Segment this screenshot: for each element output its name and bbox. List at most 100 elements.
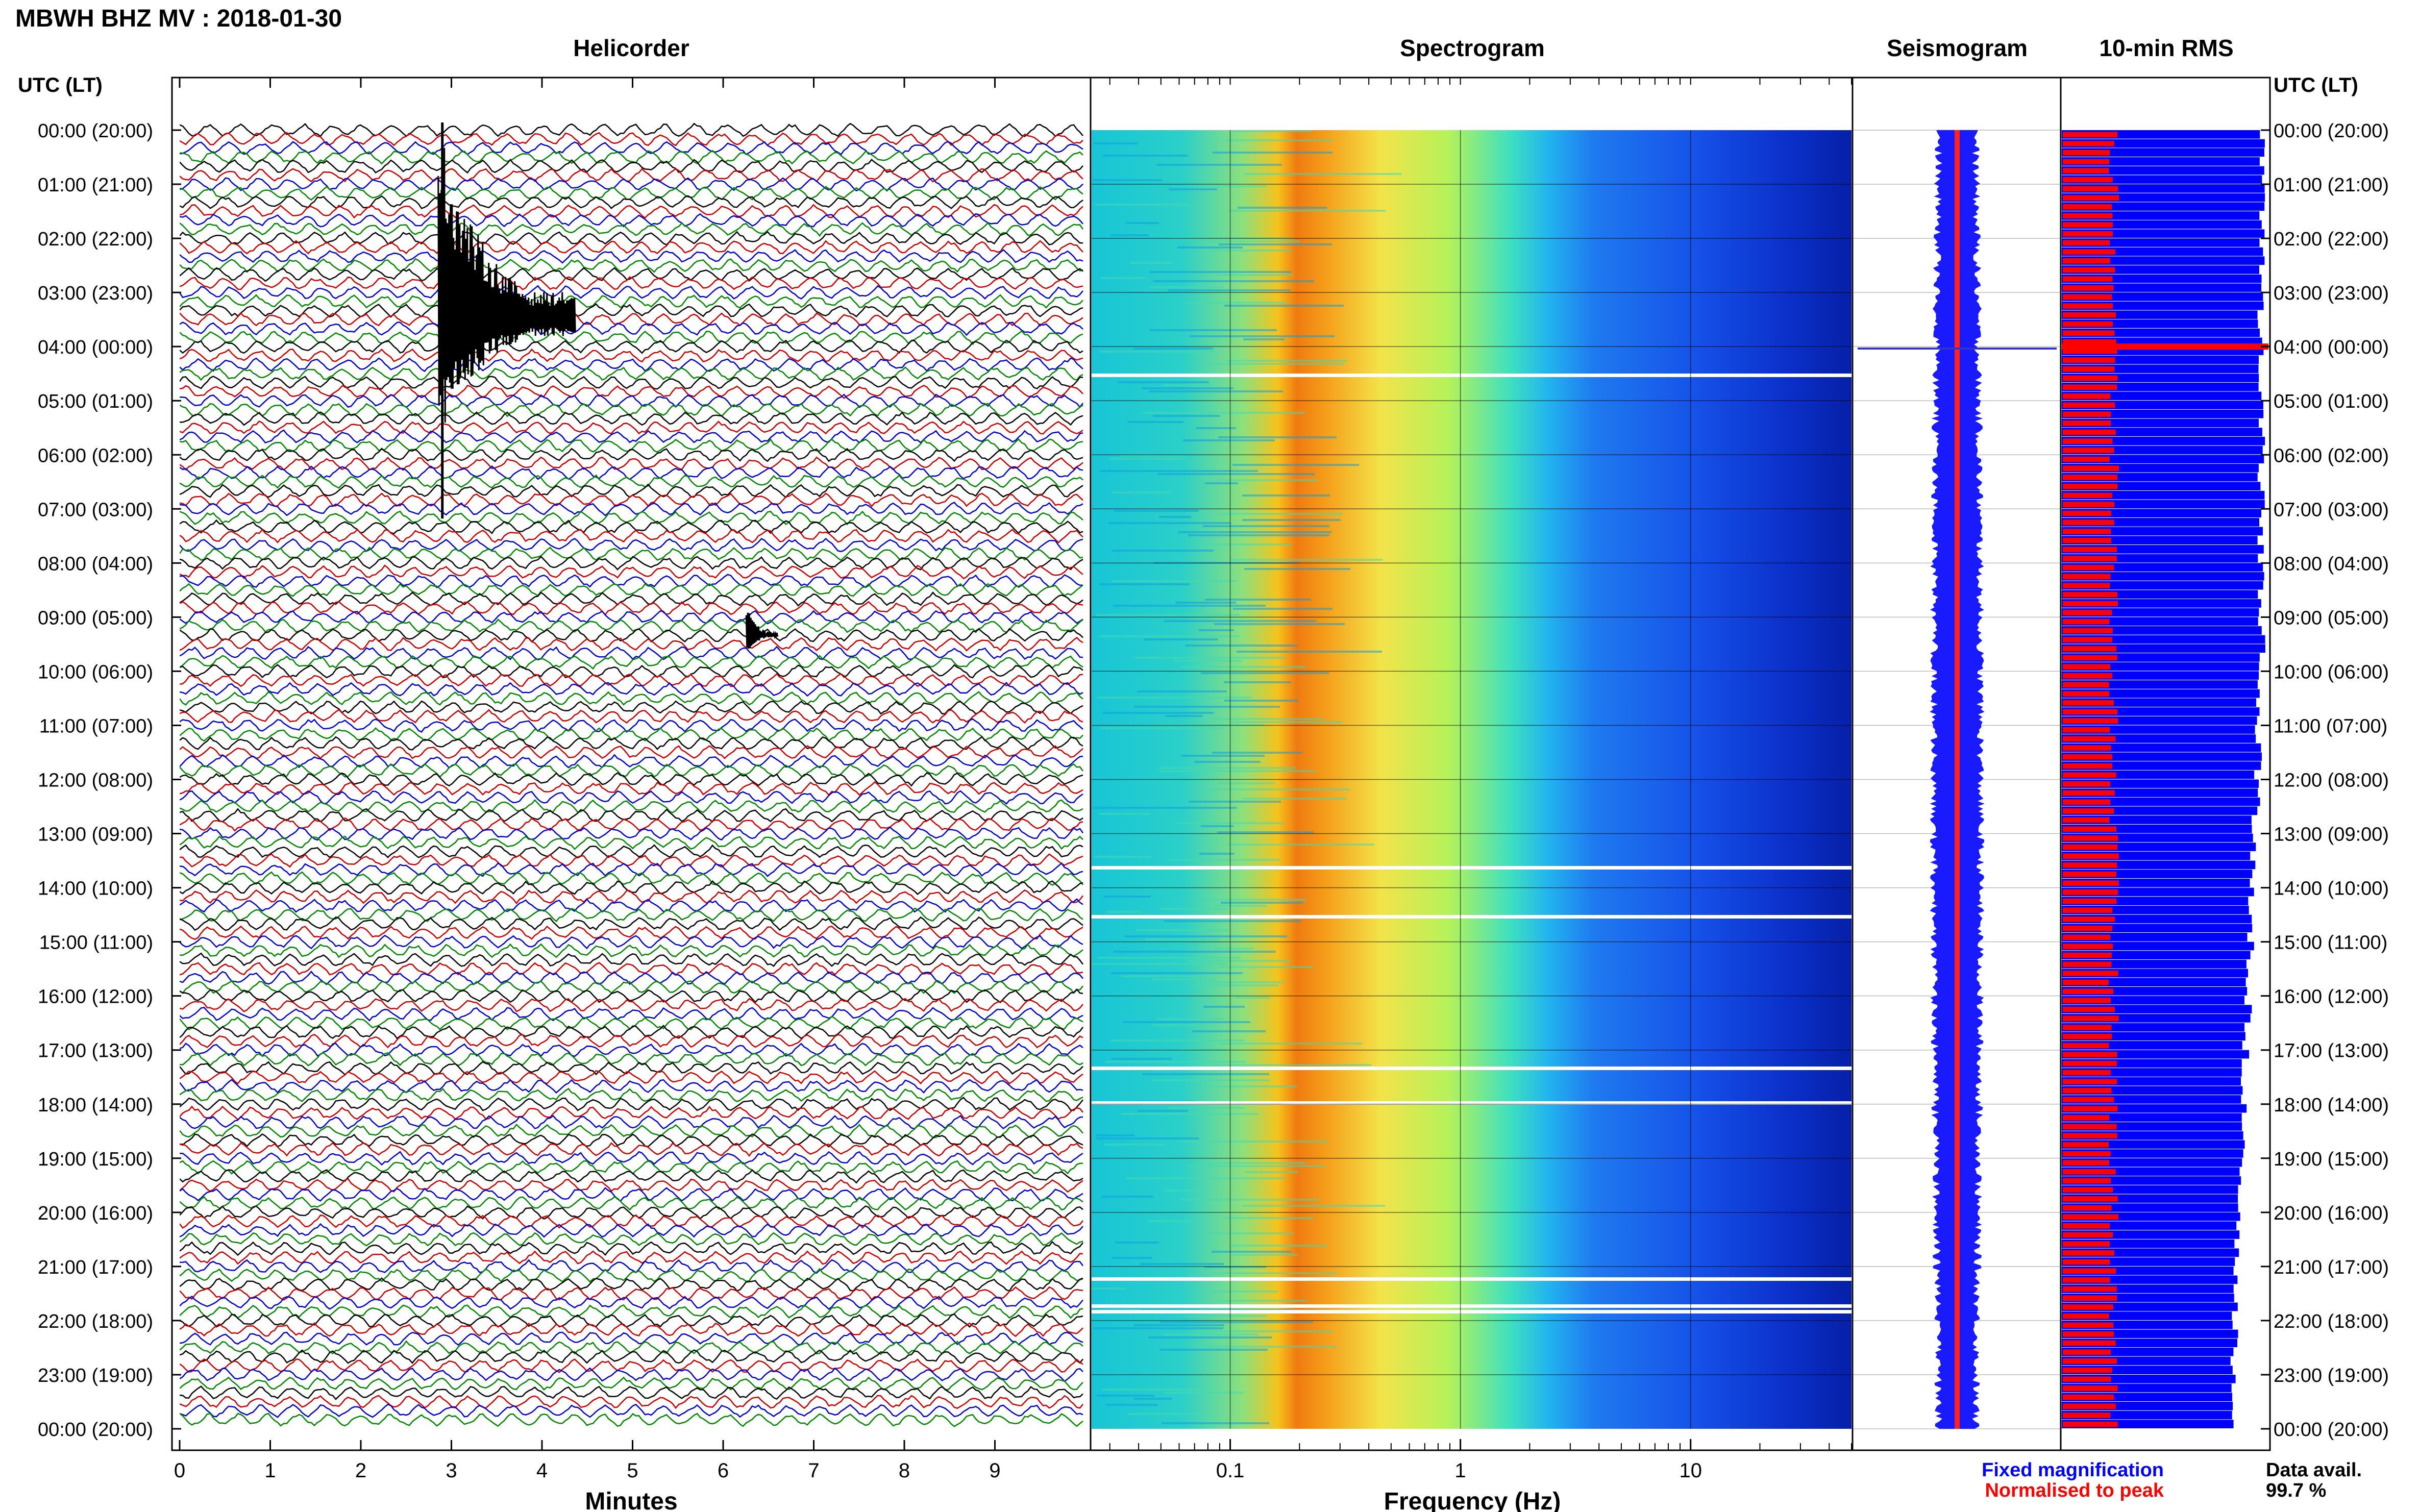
spectrogram-band bbox=[1242, 1205, 1385, 1207]
helicorder-trace bbox=[180, 276, 1083, 290]
time-tick-label: 17:00 (13:00) bbox=[38, 1040, 153, 1062]
time-tick-label: 00:00 (20:00) bbox=[38, 1419, 153, 1441]
helicorder-trace bbox=[180, 1034, 1083, 1049]
rms-bar-normalised bbox=[2063, 348, 2117, 354]
rms-bar-normalised bbox=[2063, 1322, 2114, 1328]
time-tick-label: 22:00 (18:00) bbox=[2274, 1311, 2389, 1332]
rms-bar-normalised bbox=[2063, 826, 2116, 832]
spectrogram-band bbox=[1106, 911, 1142, 913]
rms-bar-normalised bbox=[2063, 817, 2110, 823]
time-tick-label: 10:00 (06:00) bbox=[2274, 661, 2389, 683]
rms-bar-normalised bbox=[2063, 1250, 2114, 1256]
rms-bar-normalised bbox=[2063, 456, 2110, 462]
helicorder-trace bbox=[180, 348, 1083, 363]
spectrogram-band bbox=[1189, 801, 1281, 803]
helicorder-traces bbox=[180, 122, 1084, 1427]
spectrogram-band bbox=[1134, 706, 1280, 708]
spectrogram-band bbox=[1110, 1039, 1244, 1042]
helicorder-trace bbox=[180, 141, 1083, 156]
time-tick-label: 21:00 (17:00) bbox=[38, 1257, 153, 1278]
helicorder-trace bbox=[180, 528, 1083, 543]
rms-bar-normalised bbox=[2063, 1033, 2112, 1039]
spectrogram-band bbox=[1110, 234, 1149, 236]
spectrogram-band bbox=[1224, 681, 1291, 683]
rms-bar-normalised bbox=[2063, 1277, 2110, 1283]
spectrogram-gaps bbox=[1092, 374, 1852, 1313]
rms-bar-normalised bbox=[2063, 961, 2112, 968]
helicorder-trace bbox=[180, 1241, 1083, 1256]
time-tick-labels-right: 00:00 (20:00) 01:00 (21:00) 02:00 (22:00) 0… bbox=[2274, 120, 2389, 1441]
spectrogram-band bbox=[1102, 1196, 1153, 1198]
helicorder-trace bbox=[180, 1178, 1083, 1193]
rms-bar-normalised bbox=[2063, 907, 2113, 913]
helicorder-trace bbox=[180, 655, 1083, 670]
helicorder-trace bbox=[180, 1296, 1083, 1310]
rms-bar-normalised bbox=[2063, 1376, 2111, 1382]
helicorder-trace bbox=[180, 646, 1083, 661]
time-tick-label: 00:00 (20:00) bbox=[2274, 1419, 2389, 1441]
spectrogram-band bbox=[1096, 1134, 1134, 1136]
time-tick-labels-left: 00:00 (20:00) 01:00 (21:00) 02:00 (22:00) 0… bbox=[38, 120, 153, 1441]
helicorder-trace bbox=[180, 988, 1083, 1004]
rms-bar-normalised bbox=[2063, 1313, 2109, 1319]
spectrogram-gap bbox=[1092, 915, 1852, 919]
rms-bar-normalised bbox=[2063, 1060, 2117, 1067]
helicorder-trace bbox=[180, 1025, 1084, 1039]
helicorder-trace bbox=[180, 456, 1083, 471]
spectrogram-band bbox=[1126, 222, 1159, 224]
helicorder-trace bbox=[180, 952, 1084, 968]
rms-bar-normalised bbox=[2063, 971, 2118, 976]
frequency-tick-label: 0.1 bbox=[1216, 1459, 1245, 1482]
minute-tick-label: 0 bbox=[174, 1459, 185, 1482]
legend-fixed-magnification: Fixed magnification bbox=[1982, 1459, 2164, 1481]
rms-bar-fixed bbox=[2062, 743, 2261, 752]
rms-bar-normalised bbox=[2063, 1286, 2117, 1292]
rms-bar-normalised bbox=[2063, 763, 2112, 769]
time-tick-label: 14:00 (10:00) bbox=[38, 878, 153, 900]
rms-bar-normalised bbox=[2063, 168, 2109, 173]
spectrogram-band bbox=[1214, 905, 1267, 907]
rms-bar-normalised bbox=[2063, 312, 2116, 318]
panel-title-seismogram: Seismogram bbox=[1887, 35, 2028, 61]
helicorder-trace bbox=[180, 610, 1083, 625]
spectrogram-band bbox=[1178, 1141, 1328, 1143]
rms-bar-normalised bbox=[2063, 132, 2118, 138]
rms-bar-normalised bbox=[2063, 880, 2119, 886]
spectrogram-band bbox=[1188, 960, 1290, 962]
spectrogram-band bbox=[1243, 338, 1285, 340]
rms-bar-fixed bbox=[2062, 725, 2255, 734]
spectrogram-grid bbox=[1092, 130, 1852, 1429]
spectrogram-band bbox=[1164, 920, 1301, 922]
time-tick-label: 04:00 (00:00) bbox=[38, 337, 153, 358]
spectrogram-band bbox=[1092, 1287, 1125, 1290]
rms-bar-fixed bbox=[2062, 572, 2264, 581]
spectrogram-band bbox=[1229, 210, 1386, 212]
rms-bar-normalised bbox=[2063, 195, 2119, 201]
spectrogram-band bbox=[1232, 464, 1359, 466]
helicorder-trace bbox=[180, 240, 1083, 255]
rms-bar-normalised bbox=[2063, 1295, 2117, 1301]
spectrogram-band bbox=[1201, 543, 1292, 546]
spectrogram-band bbox=[1097, 1137, 1199, 1139]
spectrogram-band bbox=[1099, 583, 1190, 585]
spectrogram-band bbox=[1233, 608, 1332, 610]
helicorder-trace bbox=[180, 1052, 1083, 1067]
spectrogram-band bbox=[1244, 173, 1402, 175]
spectrogram-gap bbox=[1092, 1067, 1852, 1070]
helicorder-trace bbox=[180, 195, 1083, 209]
helicorder-trace bbox=[180, 1367, 1083, 1382]
spectrogram-band bbox=[1194, 981, 1284, 983]
rms-bar-normalised bbox=[2063, 177, 2113, 183]
rms-bar-normalised bbox=[2063, 862, 2117, 868]
helicorder-trace bbox=[180, 393, 1083, 408]
helicorder-trace bbox=[180, 1349, 1083, 1364]
helicorder-trace bbox=[180, 1331, 1083, 1346]
rms-bar-normalised bbox=[2063, 1169, 2116, 1175]
spectrogram-band bbox=[1134, 1324, 1224, 1326]
rms-bar-normalised bbox=[2063, 1187, 2113, 1193]
time-tick-label: 03:00 (23:00) bbox=[2274, 283, 2389, 304]
spectrogram-band bbox=[1217, 782, 1275, 784]
rms-bar-normalised bbox=[2063, 222, 2113, 228]
time-tick-label: 03:00 (23:00) bbox=[38, 283, 153, 304]
helicorder-trace bbox=[180, 962, 1083, 976]
